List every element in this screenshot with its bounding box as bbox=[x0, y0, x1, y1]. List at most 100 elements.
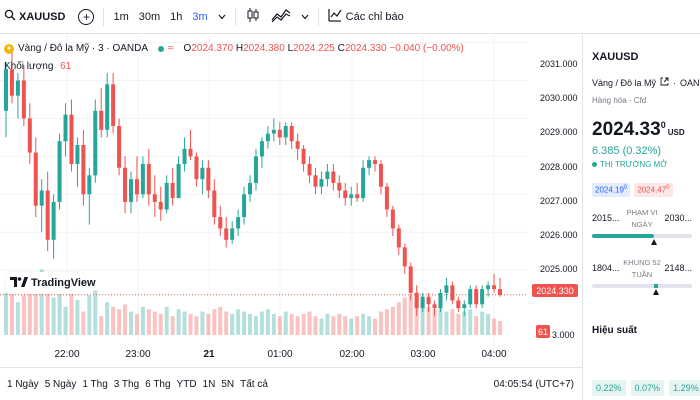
volume-bar bbox=[295, 316, 300, 335]
candle-body bbox=[349, 194, 354, 199]
volume-bar bbox=[218, 306, 223, 335]
chart-type-dropdown[interactable] bbox=[296, 5, 314, 29]
volume-bar bbox=[319, 318, 324, 335]
volume-bar bbox=[188, 313, 193, 335]
clock-timezone[interactable]: 04:05:54 (UTC+7) bbox=[493, 378, 574, 390]
interval-30m[interactable]: 30m bbox=[138, 10, 161, 23]
symbol-search[interactable]: XAUUSD bbox=[4, 9, 73, 24]
tradingview-logo[interactable]: TradingView bbox=[6, 272, 96, 294]
candle-body bbox=[128, 179, 133, 202]
range-6-months[interactable]: 6 Thg bbox=[145, 378, 171, 390]
panel-category: Hàng hóa · Cfd bbox=[592, 96, 647, 105]
candle-body bbox=[236, 217, 241, 229]
candle-body bbox=[39, 190, 44, 206]
price-axis-label: 2030.000 bbox=[540, 93, 578, 103]
performance-cell[interactable]: 0.22% bbox=[592, 380, 626, 396]
volume-bar bbox=[75, 299, 80, 335]
candle-body bbox=[164, 182, 169, 210]
performance-cell[interactable]: 1.29% bbox=[669, 380, 700, 396]
current-price-tag: 2024.330 bbox=[532, 284, 578, 297]
candle-body bbox=[158, 201, 163, 210]
interval-dropdown[interactable] bbox=[213, 5, 231, 29]
volume-bar bbox=[33, 288, 38, 335]
interval-3m[interactable]: 3m bbox=[192, 10, 208, 23]
toolbar-divider bbox=[234, 7, 236, 26]
panel-price: 2024.33 0 USD bbox=[592, 119, 700, 141]
volume-bar bbox=[39, 269, 44, 335]
candle-body bbox=[93, 110, 98, 176]
volume-bar bbox=[289, 313, 294, 335]
interval-1m[interactable]: 1m bbox=[113, 10, 129, 23]
volume-bar bbox=[134, 313, 139, 335]
candle-body bbox=[361, 167, 366, 199]
volume-bar bbox=[200, 311, 205, 335]
candle-body bbox=[456, 300, 461, 309]
day-range-bar bbox=[592, 233, 692, 238]
candle-body bbox=[218, 217, 223, 229]
volume-bar bbox=[462, 311, 467, 335]
volume-bar bbox=[432, 309, 437, 335]
candle-body bbox=[343, 190, 348, 199]
candle-body bbox=[492, 285, 497, 290]
volume-bar bbox=[271, 313, 276, 335]
area-chart-type-button[interactable] bbox=[266, 5, 296, 29]
market-status-text: THỊ TRƯỜNG MỞ bbox=[600, 160, 668, 169]
panel-change: 6.385 (0.32%) bbox=[592, 145, 662, 157]
week52-low: 1804... bbox=[592, 262, 620, 273]
candle-body bbox=[444, 285, 449, 293]
indicators-button[interactable]: Các chỉ báo bbox=[323, 5, 409, 29]
range-5-days[interactable]: 5 Ngày bbox=[44, 378, 77, 390]
candle-body bbox=[295, 141, 300, 149]
volume-axis-label: 3.000 bbox=[552, 330, 575, 340]
candle-body bbox=[331, 171, 336, 183]
compare-symbol-button[interactable]: + bbox=[73, 5, 99, 29]
range-ytd[interactable]: YTD bbox=[176, 378, 197, 390]
time-axis[interactable]: 22:00 23:00 21 01:00 02:00 03:00 04:00 bbox=[0, 346, 528, 367]
volume-bar bbox=[123, 304, 128, 335]
candle-body bbox=[420, 296, 425, 309]
panel-symbol[interactable]: XAUUSD bbox=[592, 51, 639, 63]
price-chart[interactable] bbox=[0, 35, 528, 346]
range-1-year[interactable]: 1N bbox=[202, 378, 216, 390]
market-open-dot bbox=[592, 162, 597, 167]
volume-bar bbox=[206, 313, 211, 335]
candle-body bbox=[182, 148, 187, 164]
chart-area[interactable]: ● Vàng / Đô la Mỹ · 3 · OANDA ≈ O2024.37… bbox=[0, 35, 582, 367]
volume-bar bbox=[69, 292, 74, 335]
candle-body bbox=[45, 190, 50, 240]
candle-body bbox=[384, 186, 389, 210]
gold-symbol-icon: ● bbox=[4, 43, 14, 54]
candle-body bbox=[319, 179, 324, 187]
candle-body bbox=[337, 182, 342, 191]
performance-row: 0.22% 0.07% 1.29% bbox=[592, 380, 700, 396]
performance-cell[interactable]: 0.07% bbox=[630, 380, 665, 396]
range-3-months[interactable]: 3 Thg bbox=[113, 378, 140, 390]
candle-body bbox=[289, 126, 294, 142]
volume-bar bbox=[164, 306, 169, 335]
week52-range: 1804... KHUNG 52 TUẦN 2148... bbox=[592, 257, 692, 301]
week52-marker bbox=[653, 288, 659, 295]
candle-body bbox=[33, 152, 38, 206]
volume-bar bbox=[99, 316, 104, 335]
bar-chart-type-button[interactable] bbox=[240, 5, 266, 29]
candle-body bbox=[57, 141, 62, 202]
external-link-icon[interactable] bbox=[660, 77, 669, 88]
legend-symbol-name[interactable]: Vàng / Đô la Mỹ · 3 · OANDA bbox=[18, 43, 149, 54]
range-1-day[interactable]: 1 Ngày bbox=[7, 378, 39, 390]
price-axis[interactable]: 2031.000 2030.000 2029.000 2028.000 2027… bbox=[528, 35, 582, 367]
volume-bar bbox=[408, 295, 413, 335]
candle-body bbox=[140, 163, 145, 195]
candle-body bbox=[75, 144, 80, 164]
range-all[interactable]: Tất cả bbox=[240, 378, 268, 390]
range-1-month[interactable]: 1 Thg bbox=[82, 378, 108, 390]
volume-bar bbox=[301, 313, 306, 335]
candle-body bbox=[81, 144, 86, 195]
volume-bar bbox=[51, 297, 56, 335]
interval-1h[interactable]: 1h bbox=[170, 10, 183, 23]
price-axis-label: 2025.000 bbox=[540, 264, 578, 274]
volume-bar bbox=[384, 309, 389, 335]
range-5-years[interactable]: 5N bbox=[221, 378, 235, 390]
time-axis-label: 01:00 bbox=[267, 349, 293, 360]
volume-bar bbox=[128, 311, 133, 335]
volume-bar bbox=[420, 299, 425, 335]
